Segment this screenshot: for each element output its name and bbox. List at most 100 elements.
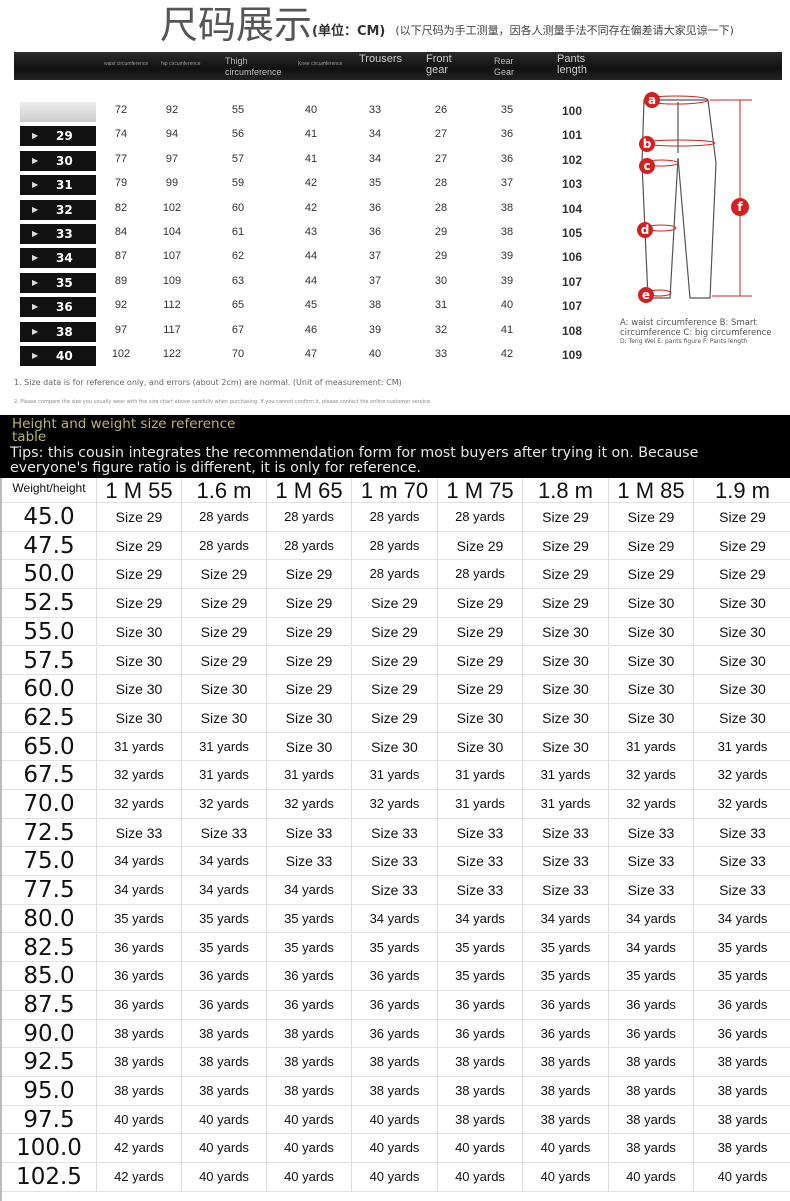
weight-cell: 95.0 [2,1077,97,1105]
size-cell: Size 29 [694,560,790,588]
size-cell: 38 yards [182,1048,267,1076]
size-cell: Size 30 [267,703,352,732]
size-row: ▶ 32 82 102 60 42 36 28 38 104 [0,198,600,220]
size-row: ▶ 30 77 97 57 41 34 27 36 102 [0,149,600,171]
size-cell: 34 yards [267,876,352,904]
measurement-cell: 103 [561,177,583,192]
size-cell: 32 yards [97,790,182,818]
measurement-cell: 42 [304,177,318,190]
measurement-cell: 45 [304,299,318,312]
header-trousers: Trousers [359,53,402,65]
note-1: 1. Size data is for reference only, and … [14,378,402,387]
reference-heading: Height and weight size reference table [12,416,236,445]
size-cell: 35 yards [182,904,267,933]
size-value: 34 [56,251,73,266]
size-cell: Size 30 [523,675,609,703]
measurement-cell: 28 [434,201,448,214]
reference-banner: Height and weight size reference table T… [0,415,790,478]
size-label: ▶ 35 [20,272,96,293]
size-cell: 35 yards [438,933,523,962]
measurement-cell: 84 [114,226,128,238]
measurement-cell: 107 [162,250,182,263]
label-e: e [642,288,650,302]
size-cell: 36 yards [523,1019,609,1048]
pants-diagram: a b c d e f [637,92,752,303]
size-cell: 36 yards [267,990,352,1019]
header-pants-length: Pants length [557,53,587,76]
column-header: 1 m 70 [352,478,438,503]
size-cell: Size 29 [267,560,352,589]
size-cell: 32 yards [182,790,267,818]
size-cell: Size 29 [609,560,694,589]
size-cell: 38 yards [694,1106,790,1134]
size-cell: Size 30 [523,703,609,732]
size-row: ▶ 33 84 104 61 43 36 29 38 105 [0,222,600,244]
table-row: 50.0 Size 29 Size 29 Size 29 28 yards 28 yard… [2,560,790,590]
measurement-cell: 101 [561,128,583,143]
size-cell: 34 yards [609,933,694,962]
label-e-marker [638,287,654,303]
measurement-cell: 82 [114,201,128,214]
size-cell: 35 yards [352,933,438,962]
size-cell: 38 yards [523,1077,609,1105]
size-cell: Size 29 [267,589,352,617]
measurement-cell: 70 [231,348,245,360]
size-cell: 28 yards [352,531,438,560]
table-row: 100.0 42 yards 40 yards 40 yards 40 yards 40 … [2,1134,790,1164]
measurement-cell: 30 [434,274,448,287]
size-cell: 31 yards [97,732,182,761]
measurement-cell: 46 [304,323,318,336]
measurement-cell: 65 [231,299,245,312]
table-row: 97.5 40 yards 40 yards 40 yards 40 yards 38 y… [2,1105,790,1135]
header-front-gear: Front gear [426,53,452,76]
size-cell: Size 30 [694,647,790,675]
measurement-cell: 107 [561,299,583,314]
measurement-cell: 38 [500,201,514,214]
measurement-cell: 104 [162,226,182,238]
size-label [20,102,96,122]
weight-cell: 72.5 [2,818,97,847]
size-cell: Size 29 [438,646,523,675]
measurement-cell: 37 [500,177,514,190]
table-row: 77.5 34 yards 34 yards 34 yards Size 33 Size … [2,876,790,905]
size-cell: 40 yards [97,1105,182,1134]
size-cell: 36 yards [438,990,523,1019]
measurement-cell: 62 [231,250,245,263]
size-row: ▶ 36 92 112 65 45 38 31 40 107 [0,295,600,318]
size-row: ▶ 31 79 99 59 42 35 28 37 103 [0,173,600,196]
size-label: ▶ 31 [20,175,96,196]
size-cell: Size 29 [523,503,609,531]
column-header: 1 M 85 [609,478,694,503]
measurement-cell: 41 [500,323,514,336]
label-f-marker [731,198,749,216]
measurement-cell: 40 [304,104,318,116]
size-cell: 31 yards [523,761,609,789]
size-cell: 38 yards [97,1019,182,1048]
size-cell: Size 33 [609,847,694,876]
size-value: 38 [56,324,73,339]
size-cell: 32 yards [267,790,352,818]
measurement-cell: 112 [163,299,181,312]
size-cell: Size 29 [523,531,609,560]
size-cell: 35 yards [182,933,267,962]
label-a: a [648,93,656,107]
size-cell: 38 yards [694,1077,790,1105]
size-cell: 40 yards [182,1134,267,1163]
size-cell: 32 yards [97,761,182,789]
size-cell: 28 yards [438,560,523,589]
size-cell: Size 30 [523,732,609,761]
column-header: 1.9 m [694,478,790,503]
size-cell: 32 yards [694,761,790,789]
label-a-marker [644,92,660,108]
size-cell: Size 30 [609,703,694,732]
size-cell: 40 yards [438,1134,523,1163]
measurement-cell: 36 [500,128,514,141]
weight-cell: 45.0 [2,503,97,531]
size-cell: Size 33 [609,818,694,847]
size-cell: 38 yards [694,1134,790,1162]
weight-cell: 85.0 [2,962,97,990]
size-cell: Size 30 [694,675,790,703]
measurement-cell: 106 [561,250,583,265]
